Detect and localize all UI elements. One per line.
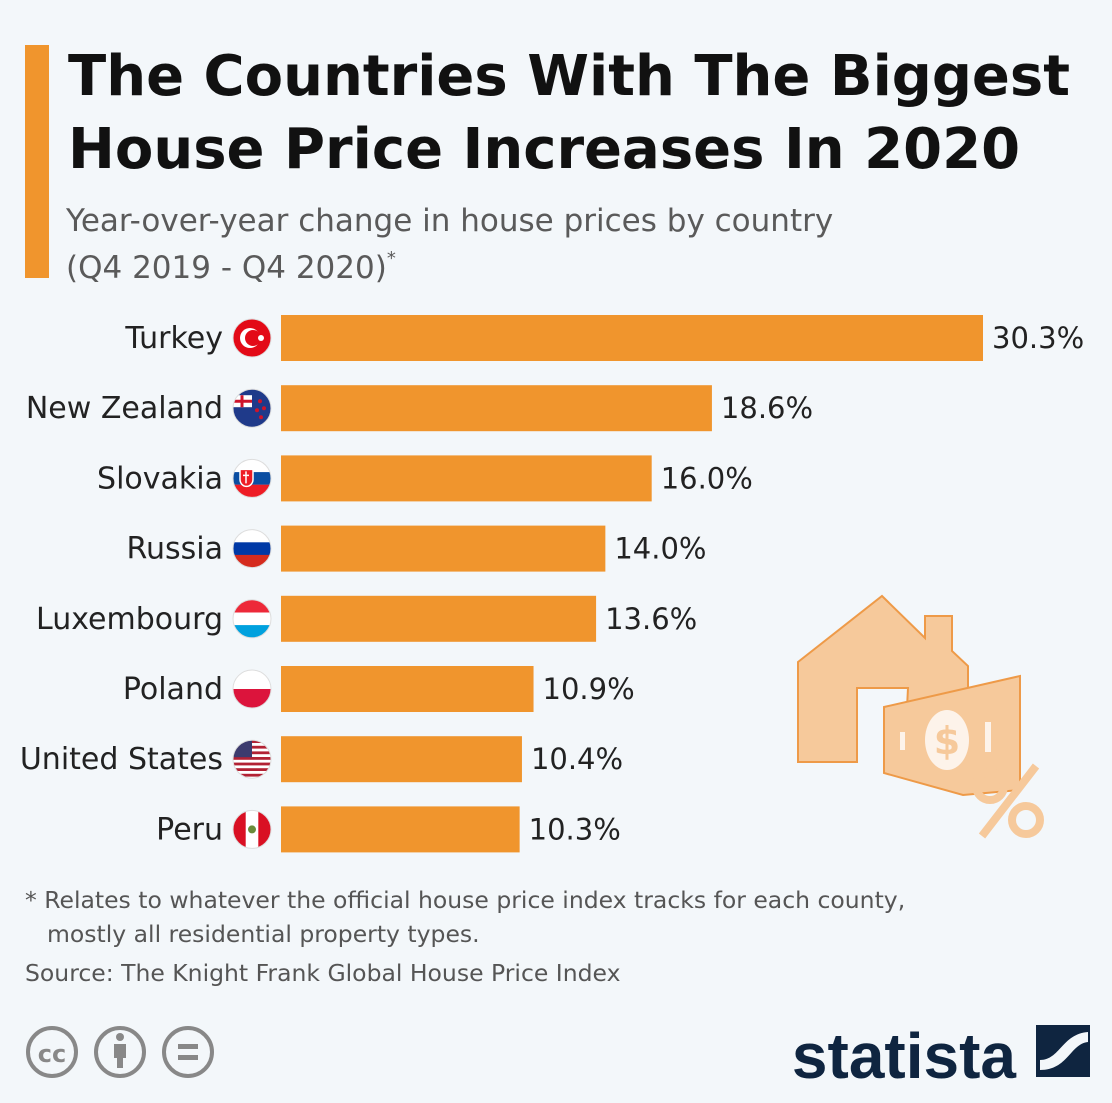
value-label: 30.3% <box>992 321 1084 355</box>
house-money-illustration: $ <box>797 594 1044 839</box>
subtitle-line-2: (Q4 2019 - Q4 2020)* <box>66 248 396 286</box>
footnote-line-2: mostly all residential property types. <box>47 920 480 948</box>
category-label: Peru <box>156 812 223 847</box>
footnote-line-1: * Relates to whatever the official house… <box>25 886 905 914</box>
cc-icon: cc <box>26 1026 78 1078</box>
bar-row: Slovakia 16.0% <box>97 455 753 502</box>
flag-poland-icon <box>232 669 272 709</box>
bar <box>281 385 712 432</box>
subtitle-line-1: Year-over-year change in house prices by… <box>65 203 833 239</box>
bar <box>281 806 520 853</box>
flag-turkey-icon <box>232 318 272 358</box>
category-label: New Zealand <box>26 391 223 426</box>
subtitle-asterisk: * <box>387 248 396 269</box>
statista-wordmark: statista <box>792 1020 1017 1092</box>
value-label: 10.4% <box>531 742 623 776</box>
value-label: 14.0% <box>614 532 706 566</box>
value-label: 18.6% <box>721 391 813 425</box>
category-label: United States <box>20 742 223 777</box>
bar-row: United States 10.4% <box>20 736 623 783</box>
value-label: 10.9% <box>543 672 635 706</box>
flag-luxembourg-icon <box>232 599 272 639</box>
title-line-2: House Price Increases In 2020 <box>68 117 1020 182</box>
bar <box>281 736 522 783</box>
bar <box>281 595 597 642</box>
bar <box>281 525 606 572</box>
flag-russia-icon <box>232 529 272 569</box>
category-label: Luxembourg <box>36 602 223 637</box>
value-label: 16.0% <box>661 461 753 495</box>
value-label: 13.6% <box>605 602 697 636</box>
category-label: Russia <box>127 532 224 567</box>
category-label: Slovakia <box>97 461 223 496</box>
svg-text:$: $ <box>934 719 960 763</box>
category-label: Turkey <box>124 321 223 356</box>
bar-row: New Zealand 18.6% <box>26 385 813 432</box>
attribution-icon <box>94 1026 146 1078</box>
title-line-1: The Countries With The Biggest <box>68 44 1070 109</box>
value-label: 10.3% <box>529 812 621 846</box>
no-derivatives-icon <box>162 1026 214 1078</box>
flag-new-zealand-icon <box>232 388 272 428</box>
cc-license-icons[interactable]: cc <box>26 1026 214 1078</box>
subtitle-period: (Q4 2019 - Q4 2020) <box>66 250 387 286</box>
bar-row: Luxembourg 13.6% <box>36 595 697 642</box>
bar-chart: Turkey 30.3% New Zealand 18.6% Slovakia 16.0%… <box>20 315 1084 853</box>
svg-text:cc: cc <box>38 1040 66 1068</box>
bar-row: Poland 10.9% <box>123 666 635 712</box>
source-text: Source: The Knight Frank Global House Pr… <box>25 959 621 987</box>
bar-row: Russia 14.0% <box>127 525 706 572</box>
bar <box>281 666 534 712</box>
statista-logo[interactable]: statista <box>792 1020 1090 1092</box>
flag-slovakia-icon <box>232 458 272 498</box>
category-label: Poland <box>123 672 223 707</box>
bar <box>281 455 652 502</box>
bar-row: Peru 10.3% <box>156 806 621 853</box>
flag-peru-icon <box>232 809 272 849</box>
bar-row: Turkey 30.3% <box>124 315 1084 361</box>
bar <box>281 315 983 361</box>
accent-bar <box>25 45 49 278</box>
flag-united-states-icon <box>232 739 272 779</box>
